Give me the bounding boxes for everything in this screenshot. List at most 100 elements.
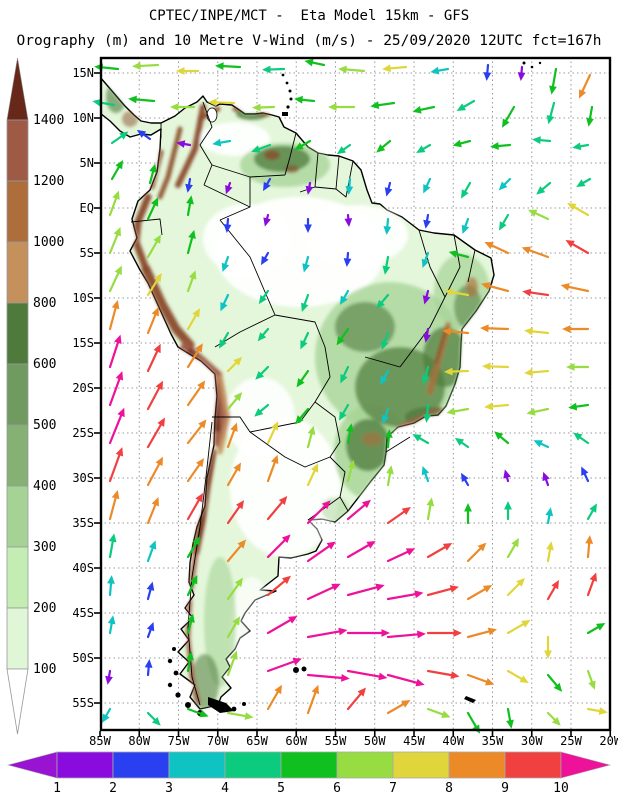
orography-scale-label: 200 — [33, 601, 57, 616]
wind-arrow — [517, 65, 526, 81]
lat-label: 5S — [79, 246, 94, 260]
wind-arrow — [532, 136, 552, 145]
wind-arrow — [346, 499, 371, 521]
wind-arrow — [579, 73, 592, 99]
wind-arrow — [506, 669, 529, 683]
border-line — [130, 218, 163, 236]
wind-arrow — [108, 490, 120, 521]
wind-arrow — [328, 103, 356, 111]
orography-scale-label: 1000 — [33, 235, 65, 250]
wind-arrow — [498, 177, 512, 191]
wind-arrow — [423, 403, 432, 423]
chart-title: CPTEC/INPE/MCT - Eta Model 15km - GFS — [148, 8, 470, 24]
lon-label: 45W — [403, 734, 425, 748]
wind-colorbar-segment — [280, 751, 338, 779]
wind-arrow — [266, 575, 291, 597]
wind-scale-label: 10 — [553, 781, 569, 796]
wind-arrow — [128, 95, 156, 104]
wind-arrow — [306, 627, 348, 639]
wind-arrow — [257, 327, 270, 342]
wind-arrow — [226, 539, 246, 563]
wind-arrow — [186, 343, 203, 369]
lon-label: 75W — [167, 734, 190, 748]
wind-arrow — [221, 255, 230, 273]
wind-arrow — [444, 367, 470, 376]
wind-arrow — [412, 434, 430, 445]
wind-arrow — [304, 217, 312, 233]
wind-arrow — [146, 234, 161, 259]
wind-arrow — [108, 407, 125, 445]
orography-scale-label: 300 — [33, 540, 57, 555]
wind-arrow — [108, 227, 121, 255]
wind-arrow — [306, 541, 336, 563]
wind-arrow — [306, 463, 319, 487]
wind-scale-label: 6 — [333, 781, 341, 796]
wind-colorbar-segment — [168, 751, 226, 779]
wind-arrow — [546, 541, 554, 563]
wind-arrow — [544, 635, 552, 659]
islands — [167, 61, 542, 716]
wind-arrow — [466, 585, 493, 601]
wind-arrow — [412, 105, 436, 114]
wind-colorbar-segment — [224, 751, 282, 779]
wind-colorbar-right-arrow — [560, 751, 612, 779]
lon-label: 25W — [560, 734, 582, 748]
wind-arrow — [108, 447, 124, 483]
island — [185, 702, 191, 708]
wind-arrow — [346, 629, 390, 637]
wind-arrow — [176, 140, 192, 148]
island — [282, 112, 288, 116]
wind-arrow — [573, 432, 590, 445]
wind-colorbar-segment — [504, 751, 562, 779]
island — [285, 81, 289, 85]
wind-colorbar-segment — [112, 751, 170, 779]
chart-subtitle: Orography (m) and 10 Metre V-Wind (m/s) … — [16, 33, 602, 49]
wind-arrow — [258, 289, 270, 305]
wind-arrow — [336, 143, 352, 155]
wind-arrow — [108, 334, 122, 369]
wind-arrow — [226, 711, 254, 720]
wind-arrow — [225, 181, 233, 195]
wind-arrow — [482, 362, 510, 371]
lat-label: 10S — [72, 291, 94, 305]
lat-label: 50S — [72, 651, 94, 665]
wind-arrow — [386, 673, 425, 687]
wind-arrow — [136, 129, 152, 141]
wind-arrow — [215, 62, 242, 71]
wind-scale-label: 3 — [165, 781, 173, 796]
wind-arrow — [576, 177, 592, 187]
wind-arrow — [422, 289, 431, 305]
terrain-patch — [285, 165, 299, 173]
orography-colorbar-segment — [6, 119, 29, 182]
orography-colorbar-segment — [6, 180, 29, 243]
orography-colorbar-segment — [6, 302, 29, 365]
wind-arrow — [546, 579, 559, 601]
wind-arrow — [186, 195, 194, 217]
border-line — [329, 456, 346, 498]
wind-arrow — [294, 95, 316, 104]
wind-arrow — [148, 163, 157, 185]
wind-arrow — [346, 583, 385, 597]
wind-arrow — [306, 684, 320, 715]
orography-colorbar-segment — [6, 546, 29, 609]
wind-arrow — [586, 105, 594, 127]
wind-arrow — [305, 181, 314, 195]
terrain-patch — [254, 146, 310, 172]
wind-arrow — [107, 615, 116, 635]
wind-arrow — [146, 272, 162, 297]
wind-arrow — [226, 422, 238, 449]
wind-arrow — [108, 300, 120, 331]
wind-arrow — [108, 533, 117, 559]
wind-arrow — [220, 293, 230, 312]
wind-arrow — [546, 711, 561, 726]
orography-colorbar-segment — [6, 485, 29, 548]
wind-arrow — [546, 101, 556, 125]
wind-arrow — [346, 541, 376, 559]
wind-arrow — [146, 417, 165, 449]
wind-arrow — [370, 101, 396, 110]
wind-arrow — [384, 429, 393, 449]
lon-label: 20W — [599, 734, 618, 748]
wind-arrow — [483, 63, 492, 81]
border-line — [314, 401, 341, 458]
